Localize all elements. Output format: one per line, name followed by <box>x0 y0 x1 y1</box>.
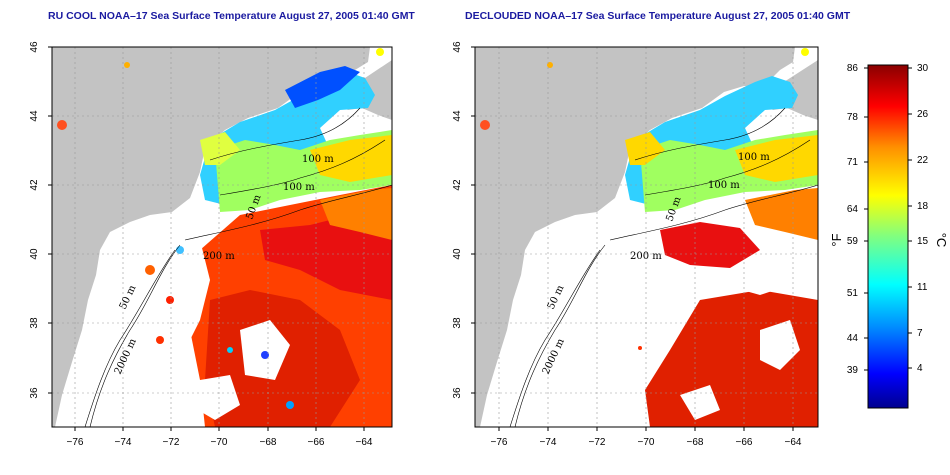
fahrenheit-tick: 51 <box>847 288 859 299</box>
left-sst-map: 100 m 100 m 50 m 200 m 50 m 2000 m −76 −… <box>29 41 393 448</box>
lat-tick-label: 36 <box>29 387 40 399</box>
lat-tick-label: 46 <box>29 41 40 53</box>
fahrenheit-tick: 39 <box>847 365 859 376</box>
fahrenheit-unit-label: °F <box>829 233 844 246</box>
lon-tick-label: −72 <box>589 437 606 448</box>
lat-tick-label: 36 <box>452 387 463 399</box>
lat-tick-label: 38 <box>452 317 463 329</box>
fahrenheit-tick: 64 <box>847 204 859 215</box>
lon-tick-label: −68 <box>260 437 277 448</box>
contour-label: 200 m <box>203 251 235 262</box>
celsius-tick: 15 <box>917 236 929 247</box>
celsius-tick: 18 <box>917 201 929 212</box>
lat-tick-label: 44 <box>29 110 40 122</box>
left-grid <box>52 47 392 427</box>
celsius-tick: 26 <box>917 109 929 120</box>
lon-tick-label: −64 <box>785 437 802 448</box>
lat-tick-label: 40 <box>29 248 40 260</box>
fahrenheit-tick: 71 <box>847 157 859 168</box>
celsius-tick: 30 <box>917 63 929 74</box>
lon-tick-label: −64 <box>356 437 373 448</box>
lon-tick-label: −74 <box>540 437 557 448</box>
contour-label: 100 m <box>302 154 334 165</box>
lat-tick-label: 46 <box>452 41 463 53</box>
celsius-tick: 4 <box>917 363 923 374</box>
bathymetry-contours <box>509 107 818 427</box>
lon-tick-label: −70 <box>638 437 655 448</box>
contour-label: 100 m <box>738 152 770 163</box>
celsius-tick: 11 <box>917 282 928 293</box>
lon-tick-label: −72 <box>163 437 180 448</box>
land-mass <box>475 47 795 427</box>
lon-tick-label: −76 <box>491 437 508 448</box>
fahrenheit-tick: 86 <box>847 63 859 74</box>
celsius-tick: 22 <box>917 155 929 166</box>
land-mass <box>52 47 370 427</box>
lon-tick-label: −76 <box>67 437 84 448</box>
celsius-unit-label: °C <box>934 233 949 248</box>
lon-tick-label: −66 <box>308 437 325 448</box>
colorbar-gradient <box>867 64 909 409</box>
lat-tick-label: 40 <box>452 248 463 260</box>
bathymetry-contours <box>84 107 392 427</box>
contour-label: 100 m <box>708 180 740 191</box>
lon-tick-label: −66 <box>736 437 753 448</box>
lat-tick-label: 42 <box>452 179 463 191</box>
fahrenheit-tick: 78 <box>847 112 859 123</box>
temperature-colorbar: 86 78 71 64 59 51 44 39 30 26 22 18 15 1… <box>829 63 949 409</box>
lat-tick-label: 38 <box>29 317 40 329</box>
lon-tick-label: −74 <box>115 437 132 448</box>
lat-tick-label: 42 <box>29 179 40 191</box>
fahrenheit-tick: 44 <box>847 333 859 344</box>
celsius-tick: 7 <box>917 328 923 339</box>
right-grid <box>475 47 818 427</box>
contour-label: 100 m <box>283 182 315 193</box>
contour-label: 200 m <box>630 251 662 262</box>
left-panel-title: RU COOL NOAA–17 Sea Surface Temperature … <box>48 10 415 22</box>
left-frame <box>51 46 393 428</box>
right-sst-map: 100 m 100 m 50 m 200 m 50 m 2000 m −76 −… <box>452 41 819 448</box>
lon-tick-label: −68 <box>687 437 704 448</box>
lat-tick-label: 44 <box>452 110 463 122</box>
lon-tick-label: −70 <box>211 437 228 448</box>
fahrenheit-tick: 59 <box>847 236 859 247</box>
right-panel-title: DECLOUDED NOAA–17 Sea Surface Temperatur… <box>465 10 851 22</box>
